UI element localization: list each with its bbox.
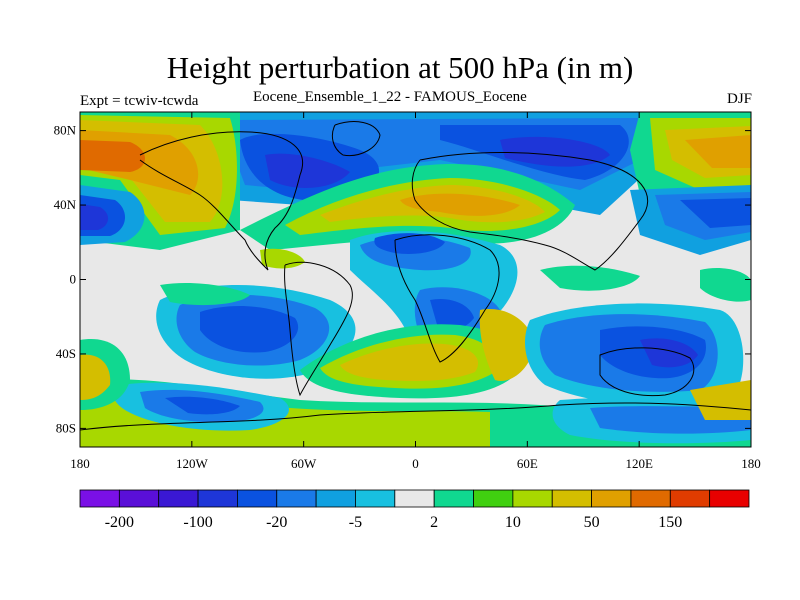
colorbar-swatch: [630, 489, 671, 508]
x-tick-label: 60E: [517, 456, 538, 471]
africa-outline: [394, 234, 500, 363]
axis-ticks: 80N 40N 0 40S 80S 180 120W 60W 0 60E 120E 180: [54, 112, 761, 471]
experiment-label: Expt = tcwiv-tcwda: [80, 93, 199, 109]
colorbar-swatch: [709, 489, 750, 508]
y-tick-label: 80N: [54, 123, 77, 138]
northwest-warm: [80, 112, 240, 250]
indian-ocean-blue: [525, 303, 744, 407]
south-pacific-blue: [156, 285, 356, 379]
y-tick-label: 40S: [56, 346, 76, 361]
plot-title: Height perturbation at 500 hPa (in m): [166, 50, 634, 85]
eurasia-warm: [240, 164, 575, 250]
colorbar-label: -200: [105, 514, 134, 531]
south-mid-warm: [300, 309, 535, 399]
colorbar-swatch: [473, 489, 514, 508]
y-tick-label: 80S: [56, 420, 76, 435]
colorbar-swatch: [197, 489, 238, 508]
x-tick-label: 60W: [291, 456, 317, 471]
south-america-outline: [284, 261, 353, 397]
australia-outline: [599, 347, 695, 397]
x-tick-label: 120E: [625, 456, 653, 471]
antarctica-outline: [80, 402, 751, 431]
west-edge-blue: [80, 185, 145, 245]
contour-field: [80, 112, 751, 447]
eurasia-outline: [411, 152, 649, 271]
north-america-outline: [139, 131, 303, 271]
colorbar-swatch: [237, 489, 278, 508]
colorbar-label: 150: [658, 514, 682, 531]
x-tick-label: 180: [70, 456, 90, 471]
greenland-outline: [331, 121, 381, 157]
colorbar: -200 -100 -20 -5 2 10 50 150: [79, 489, 750, 531]
colorbar-swatch: [158, 489, 199, 508]
x-tick-label: 0: [412, 456, 419, 471]
colorbar-swatch: [118, 489, 160, 508]
colorbar-swatch: [355, 489, 396, 508]
southern-ocean: [80, 379, 751, 447]
colorbar-label: -20: [266, 514, 287, 531]
southwest-warm: [80, 339, 130, 410]
colorbar-label: -5: [349, 514, 362, 531]
x-tick-label: 180: [741, 456, 761, 471]
x-tick-label: 120W: [176, 456, 209, 471]
colorbar-swatch: [276, 489, 317, 508]
east-edge-blue: [630, 185, 751, 255]
coastlines: [80, 121, 751, 431]
y-tick-label: 40N: [54, 197, 77, 212]
colorbar-swatch: [394, 489, 435, 508]
colorbar-swatch: [591, 489, 632, 508]
colorbar-swatch: [433, 489, 474, 508]
colorbar-swatch: [551, 489, 592, 508]
colorbar-swatch: [315, 489, 356, 508]
y-tick-label: 0: [70, 272, 77, 287]
colorbar-swatch: [79, 489, 120, 508]
colorbar-label: 50: [584, 514, 600, 531]
season-label: DJF: [726, 91, 752, 107]
ensemble-label: Eocene_Ensemble_1_22 - FAMOUS_Eocene: [253, 89, 527, 105]
colorbar-label: 2: [430, 514, 438, 531]
colorbar-swatch: [512, 489, 553, 508]
equatorial-patches: [160, 248, 751, 306]
colorbar-label: 10: [505, 514, 521, 531]
colorbar-label: -100: [183, 514, 212, 531]
colorbar-swatch: [669, 489, 711, 508]
